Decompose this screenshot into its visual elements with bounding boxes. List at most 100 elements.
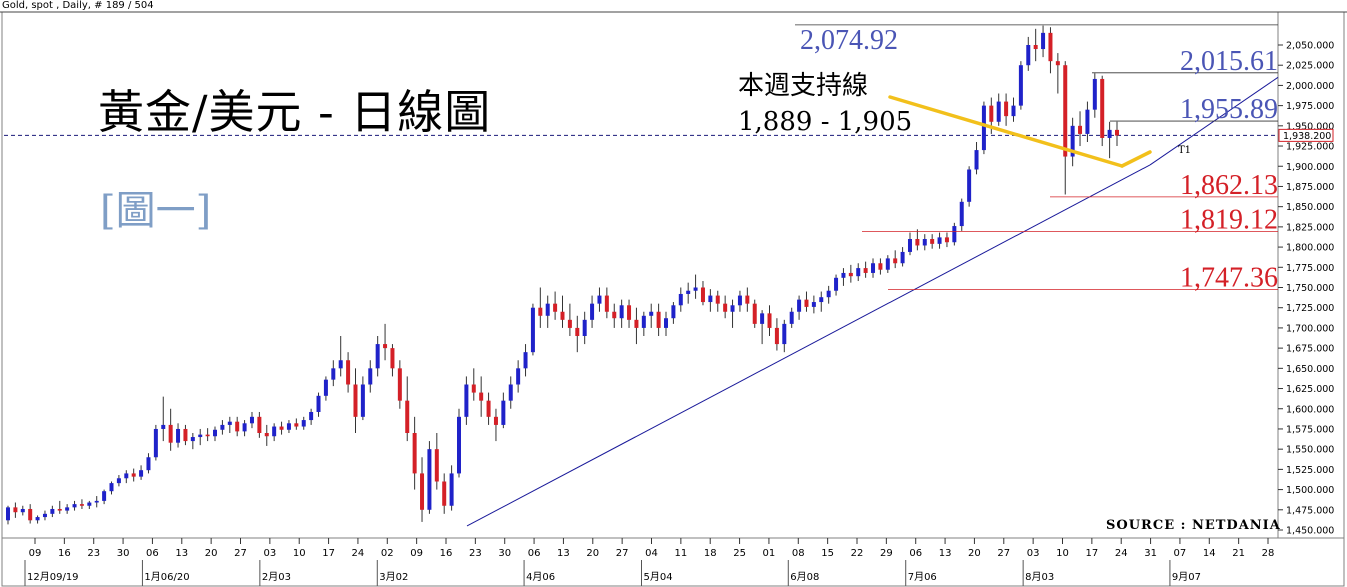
- month-label: 8月03: [1025, 571, 1054, 583]
- candle-body: [575, 327, 580, 336]
- candle-body: [375, 344, 380, 369]
- candle-body: [989, 105, 994, 122]
- candle-body: [885, 258, 890, 270]
- candle-body: [604, 295, 609, 312]
- candle-body: [146, 457, 151, 471]
- candle-body: [996, 101, 1001, 122]
- candle-body: [811, 302, 816, 307]
- support-range: 1,889 - 1,905: [738, 107, 913, 137]
- level-label: 1,819.12: [1180, 205, 1278, 236]
- candle-body: [294, 423, 299, 427]
- candle-body: [767, 313, 772, 328]
- candle-body: [952, 226, 957, 243]
- y-tick-label: 1,900.000: [1286, 162, 1334, 173]
- x-tick-label: 13: [557, 548, 570, 559]
- candle-body: [745, 295, 750, 304]
- candle-body: [72, 504, 77, 508]
- candle-body: [1085, 109, 1090, 134]
- month-label: 9月07: [1172, 571, 1201, 583]
- candle-body: [479, 392, 484, 401]
- arrow-head: [1120, 150, 1152, 168]
- candle-body: [449, 473, 454, 506]
- y-tick-label: 1,550.000: [1286, 445, 1334, 456]
- candle-body: [1041, 32, 1046, 50]
- x-tick-label: 14: [1203, 548, 1216, 559]
- level-label: 1,955.89: [1180, 94, 1278, 125]
- candle-body: [538, 307, 543, 316]
- candle-body: [671, 305, 676, 319]
- figure-tag: [圖一]: [100, 188, 212, 234]
- candle-body: [331, 368, 336, 380]
- candle-body: [124, 473, 129, 479]
- candle-body: [841, 272, 846, 278]
- y-tick-label: 1,475.000: [1286, 505, 1334, 516]
- candle-body: [213, 429, 218, 437]
- candle-body: [176, 428, 181, 443]
- month-label: 5月04: [644, 571, 673, 583]
- x-tick-label: 09: [29, 548, 42, 559]
- arrow-shaft: [888, 95, 1124, 168]
- month-label: 6月08: [790, 571, 819, 583]
- x-tick-label: 13: [175, 548, 188, 559]
- candle-body: [560, 311, 565, 320]
- candle-body: [153, 428, 158, 458]
- candle-body: [944, 237, 949, 243]
- current-price-label: 1,938.200: [1283, 131, 1331, 142]
- candle-body: [516, 368, 521, 385]
- x-tick-label: 11: [674, 548, 687, 559]
- y-tick-label: 2,000.000: [1286, 81, 1334, 92]
- x-tick-label: 29: [880, 548, 893, 559]
- candle-body: [723, 303, 728, 312]
- candle-body: [930, 239, 935, 244]
- y-tick-label: 2,025.000: [1286, 61, 1334, 72]
- candle-body: [1048, 32, 1053, 62]
- candle-body: [390, 348, 395, 369]
- y-tick-label: 1,825.000: [1286, 222, 1334, 233]
- y-tick-label: 1,975.000: [1286, 101, 1334, 112]
- candle-body: [242, 423, 247, 432]
- candle-body: [42, 513, 47, 518]
- candle-body: [530, 307, 535, 353]
- current-price-box: [1278, 128, 1334, 142]
- candle-body: [737, 295, 742, 306]
- x-tick-label: 30: [117, 548, 130, 559]
- candle-body: [434, 449, 439, 482]
- y-tick-label: 1,700.000: [1286, 323, 1334, 334]
- candle-body: [656, 311, 661, 328]
- level-label: 2,074.92: [800, 25, 898, 56]
- candle-body: [634, 319, 639, 328]
- candle-body: [523, 352, 528, 369]
- x-tick-label: 23: [87, 548, 100, 559]
- candle-body: [405, 400, 410, 433]
- candle-body: [834, 277, 839, 291]
- candle-body: [597, 295, 602, 304]
- candle-body: [826, 290, 831, 298]
- candle-body: [686, 290, 691, 294]
- y-tick-label: 1,500.000: [1286, 485, 1334, 496]
- candle-body: [323, 379, 328, 396]
- x-tick-label: 27: [616, 548, 629, 559]
- x-tick-label: 08: [792, 548, 805, 559]
- candle-body: [35, 517, 40, 521]
- x-tick-label: 13: [939, 548, 952, 559]
- y-tick-label: 1,850.000: [1286, 202, 1334, 213]
- candle-body: [922, 239, 927, 246]
- candle-body: [57, 508, 62, 511]
- candle-body: [1026, 45, 1031, 66]
- month-label: 12月09/19: [27, 571, 79, 583]
- candle-body: [257, 416, 262, 433]
- support-label: 本週支持線 1,889 - 1,905: [738, 68, 912, 140]
- candle-body: [664, 318, 669, 328]
- candle-body: [249, 416, 254, 424]
- candle-body: [1004, 101, 1009, 117]
- candle-body: [893, 258, 898, 264]
- candle-body: [309, 411, 314, 421]
- x-tick-label: 20: [968, 548, 981, 559]
- x-tick-label: 20: [586, 548, 599, 559]
- candle-body: [760, 313, 765, 324]
- candle-body: [871, 263, 876, 273]
- y-tick-label: 1,925.000: [1286, 142, 1334, 153]
- x-tick-label: 01: [763, 548, 776, 559]
